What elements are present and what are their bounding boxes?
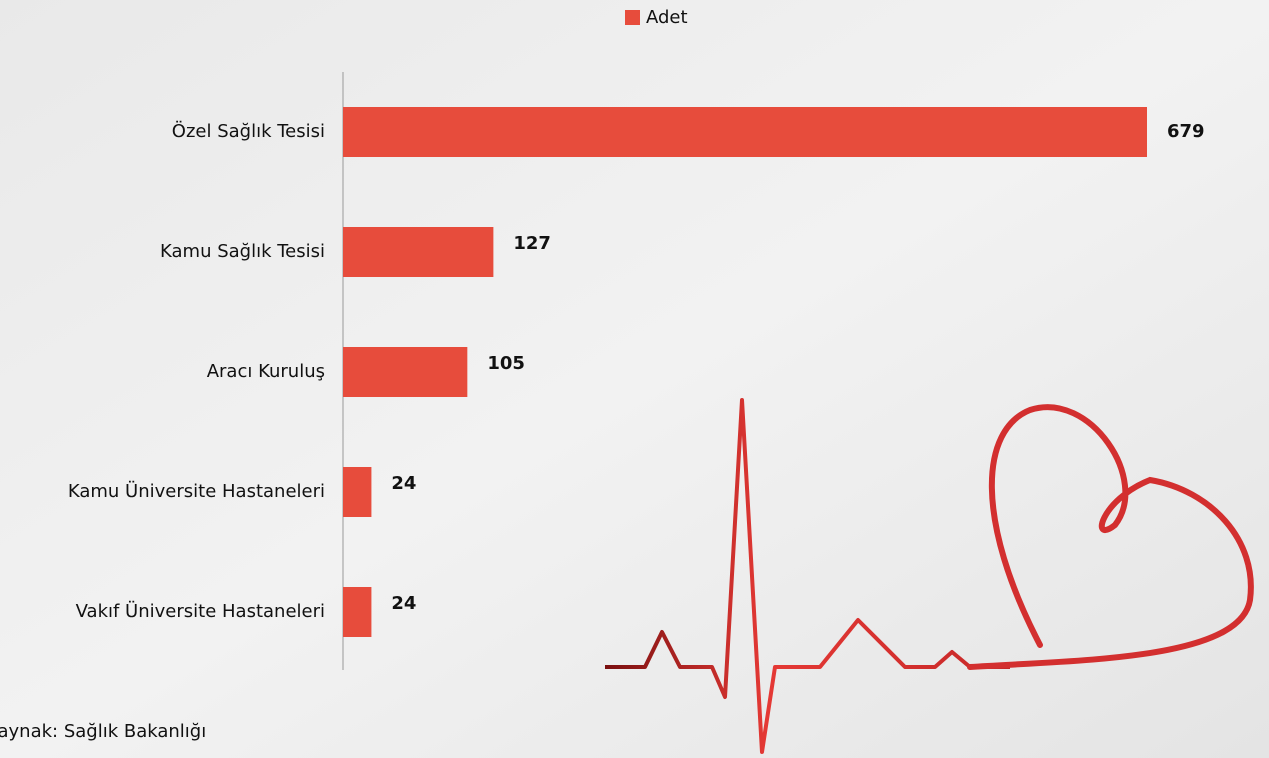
value-label: 24 [391, 593, 416, 614]
legend-label: Adet [646, 7, 688, 28]
value-label: 105 [487, 353, 525, 374]
category-label: Aracı Kuruluş [207, 361, 325, 382]
bar [343, 587, 371, 637]
bar [343, 107, 1147, 157]
bar [343, 467, 371, 517]
page: {"chart_data": {"type": "bar", "orientat… [0, 0, 1269, 758]
category-label: Kamu Üniversite Hastaneleri [68, 480, 325, 502]
category-label: Özel Sağlık Tesisi [172, 120, 325, 142]
chart: Adet Kaynak: Sağlık Bakanlığı Özel Sağlı… [0, 0, 1269, 758]
value-label: 127 [513, 233, 551, 254]
category-label: Kamu Sağlık Tesisi [160, 241, 325, 262]
bar [343, 227, 493, 277]
value-label: 679 [1167, 121, 1205, 142]
value-label: 24 [391, 473, 416, 494]
bar [343, 347, 467, 397]
category-label: Vakıf Üniversite Hastaneleri [76, 600, 325, 622]
source: Kaynak: Sağlık Bakanlığı [0, 721, 206, 742]
legend-swatch [625, 10, 640, 25]
